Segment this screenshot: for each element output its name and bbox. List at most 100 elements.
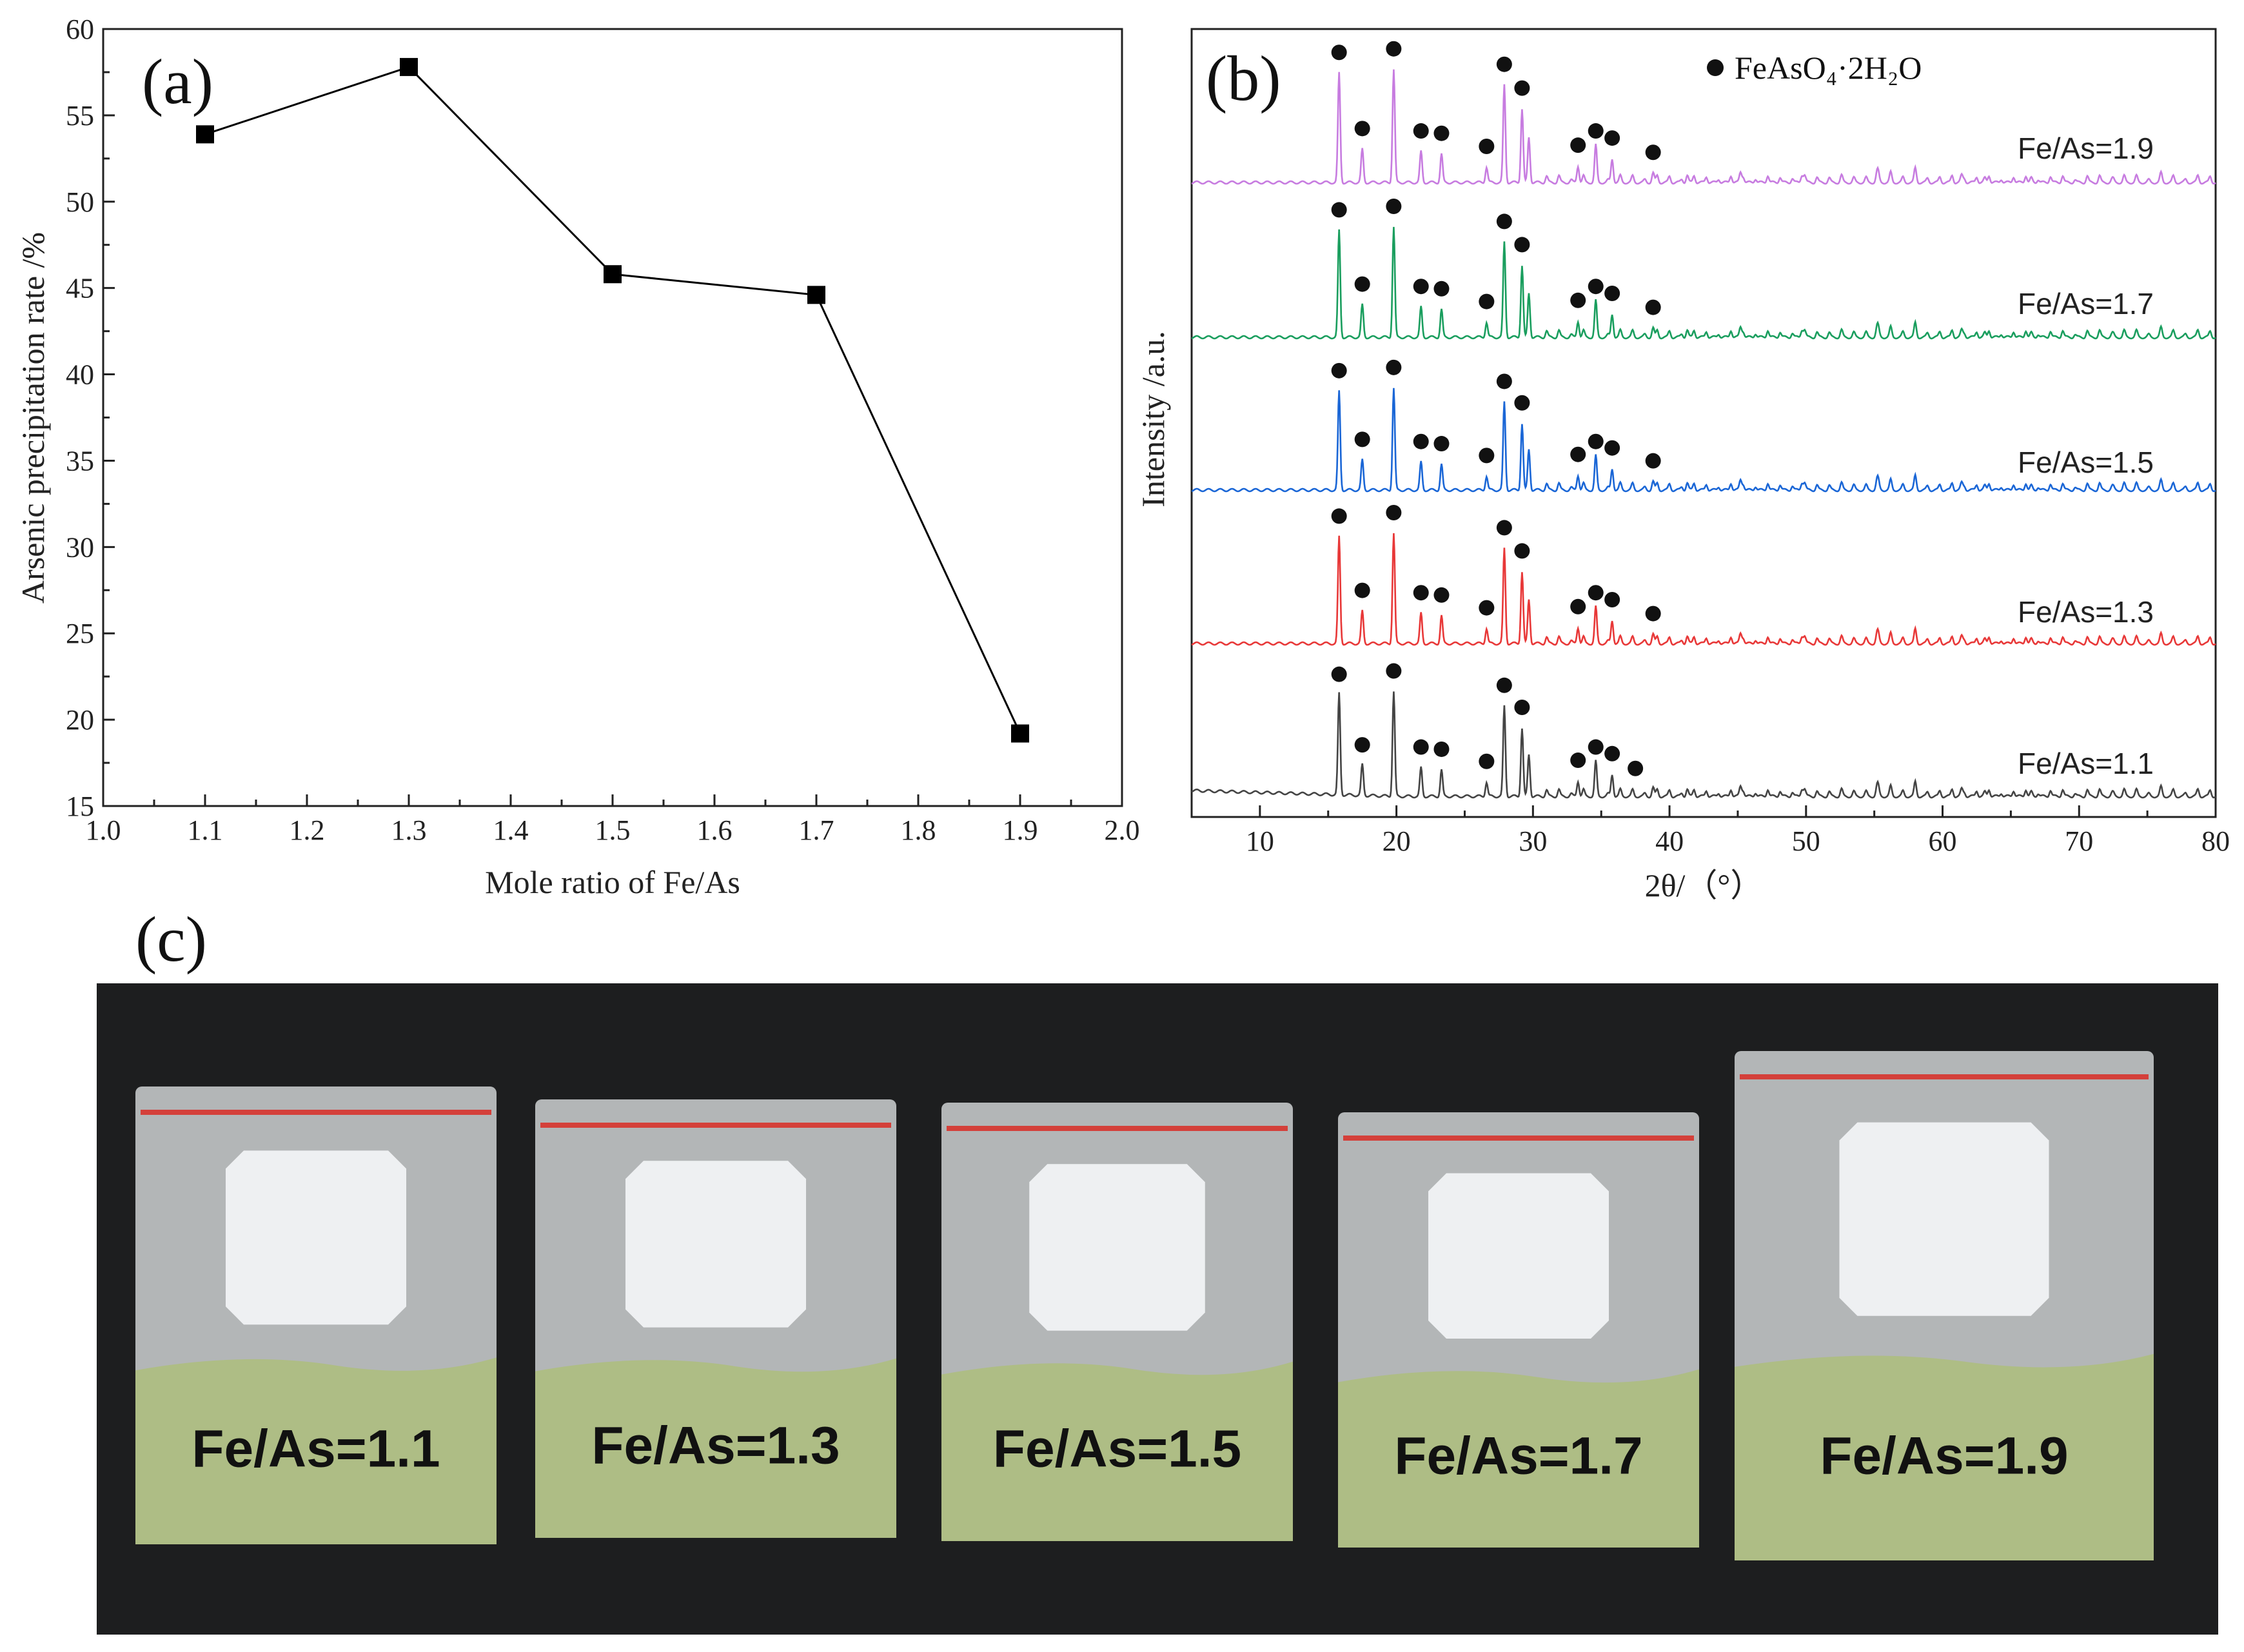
x-tick-label: 70 bbox=[2065, 825, 2093, 857]
green-powder bbox=[941, 1361, 1293, 1541]
white-label-card bbox=[226, 1150, 406, 1325]
peak-marker bbox=[1514, 395, 1530, 411]
bag-label: Fe/As=1.9 bbox=[1820, 1427, 2068, 1486]
peak-marker bbox=[1354, 431, 1370, 447]
panel-a-x-axis-title: Mole ratio of Fe/As bbox=[485, 864, 740, 900]
panel-b-series: Fe/As=1.9 Fe/As=1.7 Fe/As=1.5 Fe/As=1.3 Fe/A… bbox=[1191, 41, 2216, 799]
white-label-card bbox=[1428, 1173, 1609, 1339]
y-tick-label: 15 bbox=[66, 791, 94, 822]
panel-b-x-axis-title: 2θ/（°） bbox=[1645, 867, 1763, 903]
peak-marker bbox=[1645, 144, 1661, 161]
peak-marker bbox=[1628, 760, 1644, 776]
x-tick-label: 30 bbox=[1519, 825, 1547, 857]
peak-marker bbox=[1479, 600, 1495, 616]
bag-label: Fe/As=1.1 bbox=[192, 1419, 440, 1478]
x-tick-label: 1.1 bbox=[188, 814, 223, 846]
peak-marker bbox=[1331, 202, 1347, 218]
sample-bag: Fe/As=1.1 bbox=[135, 1087, 497, 1544]
series-label: Fe/As=1.1 bbox=[2018, 747, 2154, 780]
peak-marker bbox=[1570, 598, 1586, 615]
peak-marker bbox=[1604, 592, 1620, 607]
peak-marker bbox=[1354, 276, 1370, 292]
panel-c-label: (c) bbox=[135, 903, 207, 975]
xrd-pattern-line bbox=[1191, 533, 2216, 646]
bag-seal-stripe bbox=[141, 1110, 491, 1115]
peak-marker bbox=[1413, 739, 1429, 755]
panel-b-ticks: 10 20 30 40 50 60 70 80 bbox=[1190, 805, 2230, 857]
peak-marker bbox=[1604, 130, 1620, 146]
bag-seal-stripe bbox=[1740, 1074, 2149, 1079]
peak-marker bbox=[1433, 436, 1450, 452]
green-powder bbox=[135, 1357, 497, 1544]
peak-marker bbox=[1433, 587, 1450, 603]
panel-b-y-axis-title: Intensity /a.u. bbox=[1135, 331, 1171, 507]
y-tick-label: 45 bbox=[66, 273, 94, 304]
bag-seal-stripe bbox=[947, 1126, 1288, 1131]
white-label-card bbox=[1839, 1122, 2049, 1316]
peak-marker bbox=[1386, 41, 1402, 57]
x-tick-label: 40 bbox=[1655, 825, 1684, 857]
panel-b-plot-frame bbox=[1190, 28, 2217, 818]
y-tick-label: 60 bbox=[66, 14, 94, 45]
y-tick-label: 25 bbox=[66, 618, 94, 649]
x-tick-label: 1.6 bbox=[697, 814, 733, 846]
peak-marker bbox=[1386, 359, 1402, 375]
x-tick-label: 1.4 bbox=[493, 814, 529, 846]
peak-marker bbox=[1588, 739, 1604, 755]
peak-marker bbox=[1331, 666, 1347, 682]
peak-marker bbox=[1514, 237, 1530, 253]
legend-label: FeAsO₄·2H₂O bbox=[1735, 50, 1922, 86]
sample-bag: Fe/As=1.9 bbox=[1735, 1051, 2154, 1560]
y-tick-label: 55 bbox=[66, 100, 94, 132]
x-tick-label: 1.9 bbox=[1003, 814, 1038, 846]
peak-marker bbox=[1433, 741, 1450, 757]
peak-marker bbox=[1514, 699, 1530, 715]
panel-a-label: (a) bbox=[142, 46, 213, 117]
peak-marker bbox=[1588, 123, 1604, 139]
x-tick-label: 1.7 bbox=[799, 814, 834, 846]
peak-marker bbox=[1570, 292, 1586, 308]
peak-marker bbox=[1386, 505, 1402, 520]
peak-marker bbox=[1588, 433, 1604, 449]
y-tick-label: 30 bbox=[66, 531, 94, 563]
peak-marker bbox=[1354, 737, 1370, 753]
x-tick-label: 1.3 bbox=[391, 814, 427, 846]
panel-a-chart: (a) 1.0 1.1 1.2 1.3 1.4 1.5 1.6 1.7 1.8 1.9 2.0 15 2… bbox=[15, 14, 1140, 900]
panel-a-ticks: 1.0 1.1 1.2 1.3 1.4 1.5 1.6 1.7 1.8 1.9 2.0 15 20 25 3… bbox=[66, 14, 1140, 846]
data-point-marker bbox=[807, 286, 825, 304]
sample-bag: Fe/As=1.5 bbox=[941, 1103, 1293, 1541]
peak-marker bbox=[1331, 44, 1347, 61]
peak-marker bbox=[1413, 585, 1429, 601]
bag-label: Fe/As=1.7 bbox=[1394, 1426, 1642, 1485]
peak-marker bbox=[1433, 280, 1450, 297]
xrd-pattern-line bbox=[1191, 691, 2216, 799]
peak-marker bbox=[1570, 446, 1586, 462]
xrd-pattern-line bbox=[1191, 388, 2216, 493]
y-tick-label: 40 bbox=[66, 359, 94, 391]
bag-seal-stripe bbox=[1343, 1136, 1694, 1141]
x-tick-label: 2.0 bbox=[1105, 814, 1140, 846]
peak-marker bbox=[1496, 677, 1512, 693]
series-line bbox=[204, 66, 1021, 734]
x-tick-label: 1.8 bbox=[901, 814, 936, 846]
white-label-card bbox=[625, 1161, 806, 1328]
series-label: Fe/As=1.7 bbox=[2018, 287, 2154, 320]
x-tick-label: 1.0 bbox=[86, 814, 121, 846]
peak-marker bbox=[1496, 373, 1512, 389]
series-label: Fe/As=1.9 bbox=[2018, 132, 2154, 165]
peak-marker bbox=[1433, 125, 1450, 141]
peak-marker bbox=[1604, 286, 1620, 301]
peak-marker bbox=[1354, 582, 1370, 598]
panel-b-label: (b) bbox=[1206, 43, 1281, 114]
peak-marker bbox=[1588, 279, 1604, 295]
data-point-marker bbox=[196, 125, 214, 144]
peak-marker bbox=[1413, 123, 1429, 139]
panel-a-plot-frame bbox=[102, 28, 1123, 807]
peak-marker bbox=[1479, 139, 1495, 155]
x-tick-label: 1.2 bbox=[290, 814, 325, 846]
bag-label: Fe/As=1.3 bbox=[591, 1416, 840, 1475]
x-tick-label: 1.5 bbox=[595, 814, 631, 846]
peak-marker bbox=[1413, 433, 1429, 449]
peak-marker bbox=[1496, 56, 1512, 72]
